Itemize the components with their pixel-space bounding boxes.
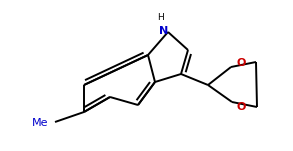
Text: O: O [236, 58, 246, 68]
Text: O: O [236, 102, 246, 112]
Text: N: N [159, 26, 169, 36]
Text: Me: Me [32, 118, 48, 128]
Text: H: H [157, 13, 163, 21]
